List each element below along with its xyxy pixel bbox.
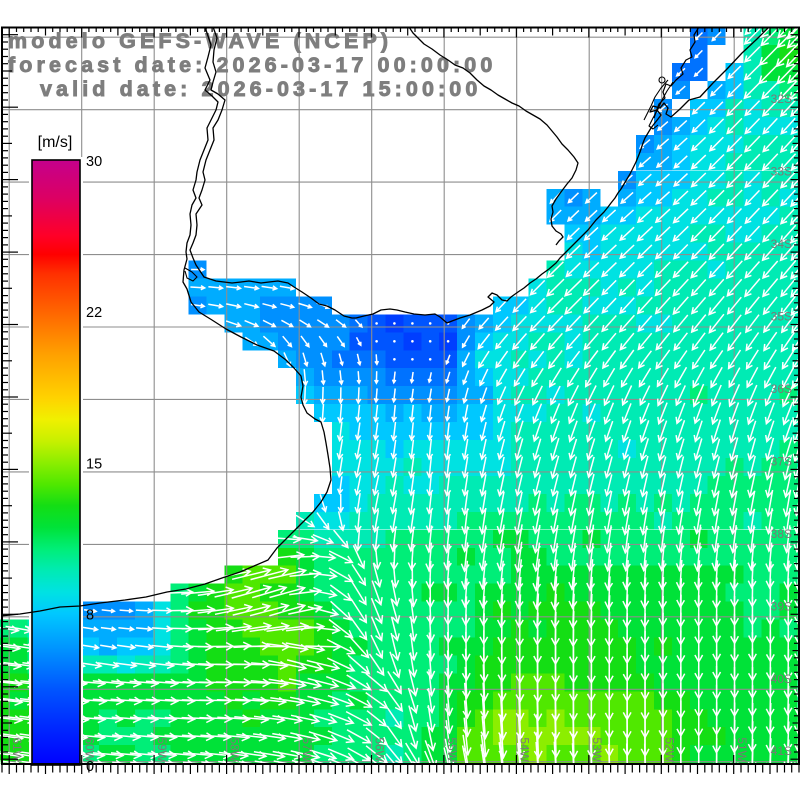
svg-text:53W: 53W [590,737,604,762]
svg-text:30: 30 [86,154,102,170]
svg-text:55W: 55W [445,737,459,762]
svg-text:59W: 59W [155,737,169,762]
svg-text:valid date: 2026-03-17 15:00:0: valid date: 2026-03-17 15:00:00 [40,77,481,101]
svg-text:35S: 35S [771,310,792,324]
svg-text:57W: 57W [300,737,314,762]
svg-text:22: 22 [86,305,102,321]
svg-text:[m/s]: [m/s] [38,134,73,151]
svg-text:40S: 40S [771,672,792,686]
svg-text:37S: 37S [771,454,792,468]
svg-text:34S: 34S [771,237,792,251]
svg-text:52W: 52W [663,737,677,762]
svg-text:15: 15 [86,457,102,473]
svg-text:58W: 58W [228,737,242,762]
svg-text:56W: 56W [373,737,387,762]
svg-text:modelo GEFS-WAVE (NCEP): modelo GEFS-WAVE (NCEP) [8,29,392,53]
svg-text:38S: 38S [771,527,792,541]
svg-text:forecast date: 2026-03-17 00:0: forecast date: 2026-03-17 00:00:00 [8,53,496,77]
svg-text:41S: 41S [771,744,792,758]
svg-text:33S: 33S [771,165,792,179]
svg-text:51W: 51W [735,737,749,762]
svg-text:54W: 54W [518,737,532,762]
svg-text:0: 0 [86,759,94,775]
svg-text:36S: 36S [771,382,792,396]
svg-text:8: 8 [86,608,94,624]
svg-text:39S: 39S [771,599,792,613]
svg-text:32S: 32S [771,92,792,106]
